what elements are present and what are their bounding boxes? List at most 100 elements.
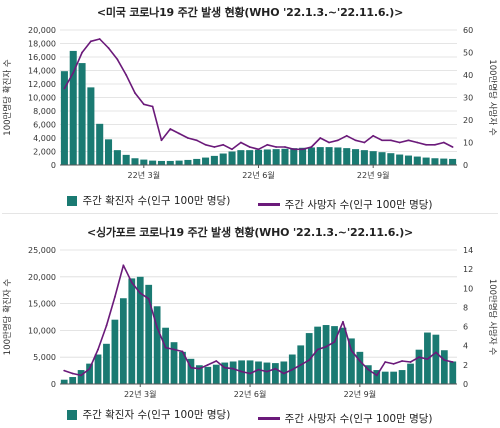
bar xyxy=(77,370,85,384)
y2-tick-label: 50 xyxy=(463,49,473,58)
bar xyxy=(415,349,423,384)
bar xyxy=(60,379,68,384)
bar xyxy=(352,149,360,165)
bar xyxy=(331,326,338,384)
death-point xyxy=(266,370,268,373)
death-point xyxy=(342,320,344,323)
bar xyxy=(60,71,68,165)
bar xyxy=(299,147,307,165)
us-chart: 0 2,000 4,000 6,000 8,000 10,000 12,000 14,000 1… xyxy=(2,26,498,180)
bar xyxy=(334,147,342,165)
death-point xyxy=(248,146,251,148)
bar xyxy=(104,139,113,165)
death-point xyxy=(164,346,167,349)
bar xyxy=(119,298,127,384)
y-axis-label: 100만명당 확진자 수 xyxy=(2,279,13,356)
death-point xyxy=(151,105,154,108)
bar xyxy=(153,306,161,384)
bar xyxy=(187,358,195,384)
x-tick-label: 22년 9월 xyxy=(344,389,377,399)
legend-line-item: 주간 사망자 수(인구 100만 명당) xyxy=(257,411,433,426)
death-point xyxy=(232,367,235,370)
bar xyxy=(325,147,333,165)
y2-tick-label: 6 xyxy=(463,323,468,332)
death-point xyxy=(372,134,375,137)
legend-bar-swatch xyxy=(67,195,78,206)
y2-tick-label: 10 xyxy=(463,284,473,293)
bar xyxy=(281,148,289,165)
death-point xyxy=(345,134,348,137)
y-tick-label: 20,000 xyxy=(28,273,56,282)
bar xyxy=(170,342,178,384)
bar xyxy=(175,160,183,165)
y-axis-label: 100만명당 확진자 수 xyxy=(2,59,13,136)
bar xyxy=(263,149,271,165)
legend-line-label: 주간 사망자 수(인구 100만 명당) xyxy=(284,412,433,425)
bar xyxy=(184,159,192,165)
bar xyxy=(263,362,271,384)
death-point xyxy=(169,128,172,130)
sg-chart: 0 5,000 10,000 15,000 20,000 25,000 0 2 4 6 8 10 12 1… xyxy=(2,246,498,399)
us-chart-title: <미국 코로나19 주간 발생 현황(WHO '22.1.3.~'22.11.6… xyxy=(96,6,404,19)
death-point xyxy=(398,141,401,144)
y2-axis-label: 100만명당 사망자 수 xyxy=(487,279,498,356)
death-point xyxy=(333,340,336,343)
death-point xyxy=(187,137,189,139)
sg-chart-title: <싱가포르 코로나19 주간 발생 현황(WHO '22.1.3.~'22.11… xyxy=(86,226,414,239)
bar xyxy=(94,354,102,384)
bar xyxy=(356,351,364,384)
death-point xyxy=(231,148,233,151)
bar xyxy=(369,151,377,165)
y2-tick-label: 60 xyxy=(463,26,473,35)
death-point xyxy=(72,71,75,74)
death-point xyxy=(107,47,110,49)
death-point xyxy=(401,360,403,362)
death-point xyxy=(173,348,175,351)
death-point xyxy=(425,143,428,146)
y-tick-label: 25,000 xyxy=(28,246,56,255)
bar xyxy=(212,364,220,384)
bar xyxy=(140,159,148,165)
sg-legend: 주간 확진자 수(인구 100만 명당) 주간 사망자 수(인구 100만 명당… xyxy=(0,407,500,426)
death-point xyxy=(358,360,361,362)
death-point xyxy=(301,148,304,151)
death-point xyxy=(116,58,119,61)
y2-axis-label: 100만명당 사망자 수 xyxy=(487,59,498,136)
bar xyxy=(364,365,372,384)
bar xyxy=(113,150,121,165)
death-point xyxy=(350,349,353,352)
bar xyxy=(69,50,77,165)
death-point xyxy=(310,146,313,148)
death-point xyxy=(130,281,133,284)
legend-bar-swatch xyxy=(67,409,78,420)
y2-tick-label: 4 xyxy=(463,342,468,351)
bar xyxy=(390,371,398,384)
bar xyxy=(322,325,330,384)
death-point xyxy=(451,361,454,363)
death-point xyxy=(147,297,150,300)
y2-tick-label: 14 xyxy=(463,246,473,255)
x-tick-label: 22년 3월 xyxy=(124,389,157,399)
y2-tick-label: 8 xyxy=(463,303,468,312)
bar xyxy=(422,157,430,165)
y2-tick-label: 2 xyxy=(463,361,468,370)
death-point xyxy=(80,374,83,377)
death-point xyxy=(98,38,101,40)
bar xyxy=(378,152,386,165)
death-point xyxy=(407,139,410,142)
bar xyxy=(343,148,351,165)
bar xyxy=(103,343,110,384)
y-tick-label: 12,000 xyxy=(28,80,56,89)
bar xyxy=(449,158,457,165)
y-tick-label: 5,000 xyxy=(33,353,56,362)
death-point xyxy=(451,146,454,148)
death-point xyxy=(426,358,429,361)
bar xyxy=(219,153,227,165)
bar xyxy=(193,158,201,165)
death-point xyxy=(328,141,330,144)
death-point xyxy=(178,132,181,135)
y-tick-label: 6,000 xyxy=(33,121,56,130)
y2-tick-label: 10 xyxy=(463,139,473,148)
death-point xyxy=(381,139,383,142)
bar xyxy=(96,123,104,165)
